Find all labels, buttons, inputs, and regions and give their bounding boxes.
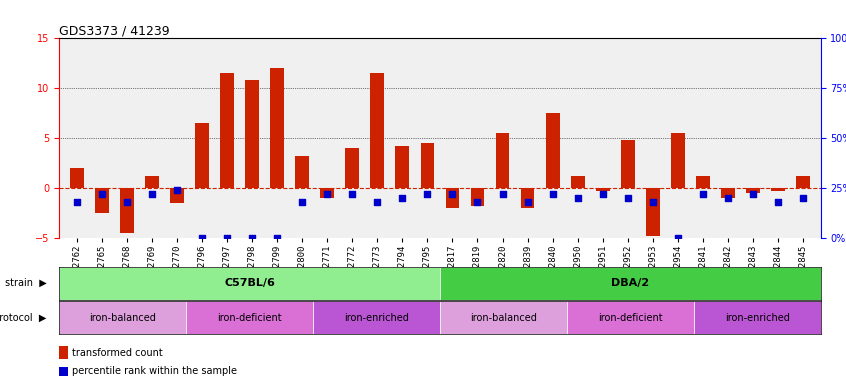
Bar [321,188,334,198]
Bar [59,267,440,300]
Bar [145,176,159,188]
Bar [721,188,735,198]
Point [721,195,734,201]
Text: iron-balanced: iron-balanced [89,313,157,323]
Bar [646,188,660,236]
Point [146,191,159,197]
Text: iron-enriched: iron-enriched [725,313,789,323]
Point [696,191,710,197]
Point [671,235,684,241]
Bar [470,188,485,206]
Text: strain  ▶: strain ▶ [5,278,47,288]
Point [796,195,810,201]
Point [120,199,134,205]
Point [772,199,785,205]
Bar [420,143,434,188]
Bar [567,301,694,334]
Point [245,235,259,241]
Bar [440,301,567,334]
Text: percentile rank within the sample: percentile rank within the sample [72,366,237,376]
Bar [671,133,684,188]
Bar [59,301,186,334]
Bar [796,176,810,188]
Bar [59,346,68,359]
Bar [440,267,821,300]
Point [621,195,634,201]
Bar [120,188,134,233]
Bar [295,156,309,188]
Bar [59,367,68,376]
Text: C57BL/6: C57BL/6 [224,278,275,288]
Point [321,191,334,197]
Text: DBA/2: DBA/2 [611,278,650,288]
Point [70,199,84,205]
Bar [395,146,409,188]
Point [746,191,760,197]
Bar [70,168,84,188]
Bar [186,301,313,334]
Text: iron-balanced: iron-balanced [470,313,537,323]
Bar [270,68,284,188]
Point [596,191,609,197]
Point [446,191,459,197]
Point [546,191,559,197]
Bar [746,188,760,193]
Point [220,235,233,241]
Text: iron-enriched: iron-enriched [344,313,409,323]
Point [271,235,284,241]
Bar [696,176,710,188]
Bar [220,73,233,188]
Bar [195,123,209,188]
Point [345,191,359,197]
Point [295,199,309,205]
Bar [95,188,108,213]
Bar [170,188,184,203]
Bar [496,133,509,188]
Bar [694,301,821,334]
Bar [546,113,559,188]
Bar [520,188,535,208]
Point [571,195,585,201]
Bar [772,188,785,191]
Bar [446,188,459,208]
Point [521,199,535,205]
Bar [571,176,585,188]
Point [496,191,509,197]
Point [396,195,409,201]
Bar [621,140,634,188]
Point [95,191,108,197]
Point [646,199,660,205]
Text: iron-deficient: iron-deficient [217,313,282,323]
Point [470,199,484,205]
Bar [596,188,610,191]
Point [371,199,384,205]
Point [195,235,209,241]
Text: transformed count: transformed count [72,348,162,358]
Bar [345,148,360,188]
Text: protocol  ▶: protocol ▶ [0,313,47,323]
Bar [371,73,384,188]
Bar [245,80,259,188]
Bar [313,301,440,334]
Point [170,187,184,193]
Text: iron-deficient: iron-deficient [598,313,662,323]
Point [420,191,434,197]
Text: GDS3373 / 41239: GDS3373 / 41239 [59,24,170,37]
